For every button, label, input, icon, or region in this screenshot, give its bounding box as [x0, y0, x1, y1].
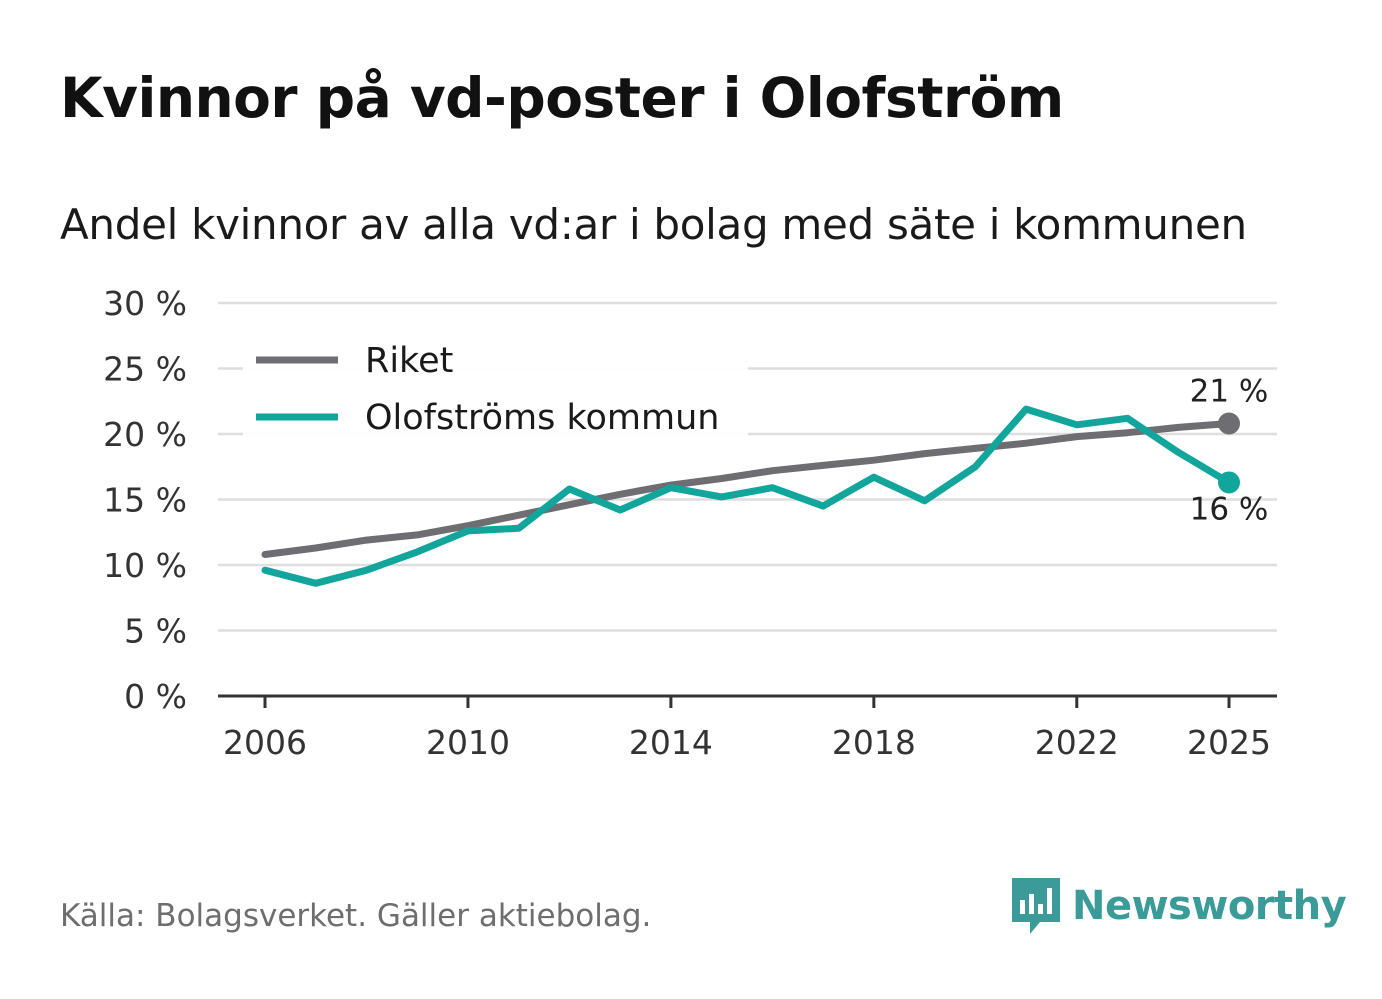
y-tick-label: 10 %: [103, 546, 187, 585]
end-label-riket: 21 %: [1190, 374, 1269, 410]
x-tick-label: 2006: [223, 723, 307, 762]
end-label-kommun: 16 %: [1190, 491, 1269, 527]
x-tick-label: 2010: [426, 723, 510, 762]
x-tick-label: 2018: [832, 723, 916, 762]
newsworthy-brand[interactable]: Newsworthy: [1010, 876, 1347, 936]
y-tick-label: 5 %: [124, 612, 187, 651]
y-tick-label: 25 %: [103, 350, 187, 389]
legend-label: Olofströms kommun: [365, 398, 719, 438]
x-tick-label: 2022: [1035, 723, 1119, 762]
end-point-riket: [1218, 412, 1240, 435]
source-note: Källa: Bolagsverket. Gäller aktiebolag.: [60, 898, 652, 934]
y-tick-label: 30 %: [103, 284, 187, 323]
x-tick-label: 2025: [1187, 723, 1271, 762]
y-tick-label: 15 %: [103, 481, 187, 520]
y-tick-label: 20 %: [103, 415, 187, 454]
legend-label: Riket: [365, 341, 453, 381]
end-point-kommun: [1218, 471, 1240, 494]
x-tick-label: 2014: [629, 723, 713, 762]
brand-name: Newsworthy: [1072, 883, 1347, 929]
chart-title: Kvinnor på vd-poster i Olofström: [60, 66, 1064, 130]
newsworthy-logo-icon: [1012, 878, 1060, 934]
series-line-kommun: [261, 405, 1233, 587]
series-line-riket: [261, 420, 1233, 558]
line-chart: 0 % 5 % 10 % 15 % 20 % 25 % 30 % 2006 2010 2014 20…: [103, 284, 1277, 762]
chart-subtitle: Andel kvinnor av alla vd:ar i bolag med …: [60, 200, 1247, 249]
y-tick-label: 0 %: [124, 677, 187, 716]
